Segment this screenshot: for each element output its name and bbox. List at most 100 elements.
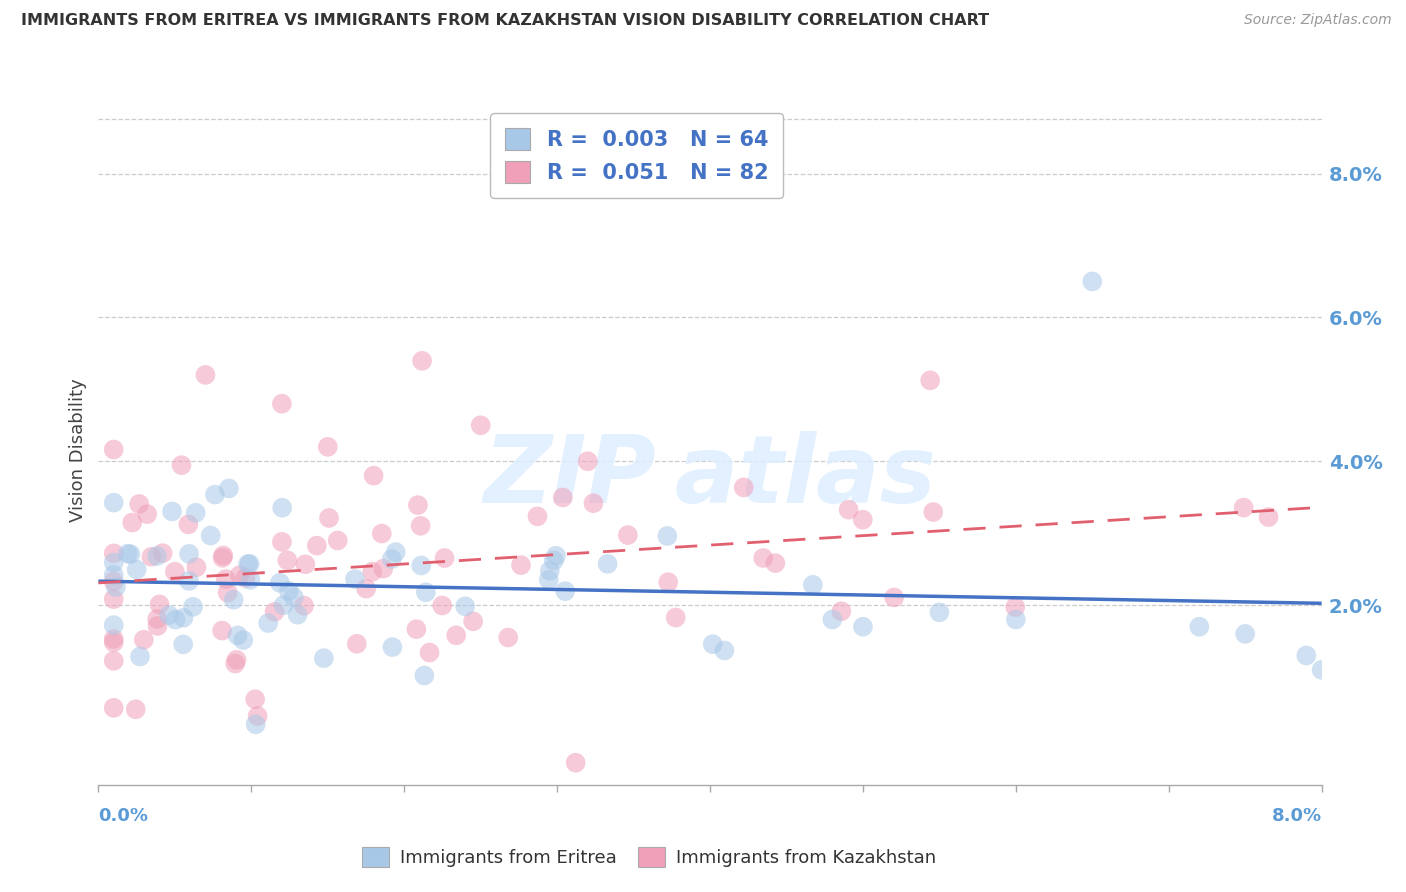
Point xyxy=(194,368,217,382)
Point xyxy=(405,622,427,636)
Point xyxy=(373,561,395,575)
Point xyxy=(287,607,309,622)
Point xyxy=(526,509,548,524)
Point xyxy=(104,580,127,594)
Point xyxy=(444,628,467,642)
Point xyxy=(415,585,437,599)
Point xyxy=(537,573,560,587)
Point xyxy=(657,529,679,543)
Point xyxy=(103,632,125,646)
Point xyxy=(212,549,235,563)
Point xyxy=(103,567,125,582)
Point xyxy=(343,572,366,586)
Point xyxy=(576,454,599,468)
Point xyxy=(184,506,207,520)
Point xyxy=(371,526,394,541)
Text: 0.0%: 0.0% xyxy=(98,807,149,825)
Point xyxy=(103,556,125,570)
Point xyxy=(318,511,340,525)
Point xyxy=(245,717,267,731)
Point xyxy=(1004,600,1026,615)
Point xyxy=(418,646,440,660)
Point xyxy=(276,553,298,567)
Point xyxy=(218,482,240,496)
Point xyxy=(1081,274,1104,288)
Point xyxy=(160,504,183,518)
Point xyxy=(665,610,688,624)
Point xyxy=(1257,510,1279,524)
Point xyxy=(121,516,143,530)
Point xyxy=(596,557,619,571)
Point xyxy=(713,643,735,657)
Point xyxy=(103,701,125,715)
Point xyxy=(103,635,125,649)
Point xyxy=(346,637,368,651)
Point xyxy=(1004,613,1026,627)
Point xyxy=(271,500,294,515)
Point xyxy=(657,575,679,590)
Point xyxy=(236,557,259,571)
Point xyxy=(544,549,567,563)
Point xyxy=(1188,620,1211,634)
Text: 8.0%: 8.0% xyxy=(1271,807,1322,825)
Point xyxy=(852,620,875,634)
Point xyxy=(128,497,150,511)
Point xyxy=(222,592,245,607)
Point xyxy=(413,668,436,682)
Point xyxy=(181,599,204,614)
Point xyxy=(920,373,942,387)
Point xyxy=(152,546,174,560)
Point xyxy=(146,612,169,626)
Point xyxy=(1310,663,1333,677)
Point xyxy=(103,546,125,560)
Point xyxy=(551,491,574,505)
Point xyxy=(733,480,755,494)
Point xyxy=(312,651,335,665)
Point xyxy=(103,495,125,509)
Point xyxy=(273,598,295,612)
Point xyxy=(204,487,226,501)
Text: IMMIGRANTS FROM ERITREA VS IMMIGRANTS FROM KAZAKHSTAN VISION DISABILITY CORRELAT: IMMIGRANTS FROM ERITREA VS IMMIGRANTS FR… xyxy=(21,13,990,29)
Point xyxy=(217,585,239,599)
Point xyxy=(271,534,294,549)
Point xyxy=(177,547,200,561)
Point xyxy=(277,584,299,599)
Point xyxy=(496,631,519,645)
Point xyxy=(141,549,163,564)
Point xyxy=(411,354,433,368)
Point xyxy=(384,545,406,559)
Point xyxy=(125,562,148,576)
Point xyxy=(163,565,186,579)
Point xyxy=(186,560,208,574)
Point xyxy=(361,565,384,579)
Point xyxy=(294,558,316,572)
Point xyxy=(554,584,576,599)
Point xyxy=(409,518,432,533)
Point xyxy=(470,418,492,433)
Point xyxy=(215,572,238,586)
Point xyxy=(292,599,315,613)
Point xyxy=(103,442,125,457)
Point xyxy=(838,502,860,516)
Point xyxy=(821,613,844,627)
Point xyxy=(1233,500,1256,515)
Point xyxy=(157,608,180,623)
Point xyxy=(1295,648,1317,663)
Y-axis label: Vision Disability: Vision Disability xyxy=(69,378,87,523)
Point xyxy=(363,468,385,483)
Point xyxy=(381,640,404,654)
Point xyxy=(763,556,786,570)
Point xyxy=(326,533,349,548)
Point xyxy=(103,592,125,607)
Point xyxy=(225,653,247,667)
Point xyxy=(117,547,139,561)
Point xyxy=(177,574,200,588)
Point xyxy=(582,496,605,510)
Point xyxy=(103,574,125,589)
Point xyxy=(132,632,155,647)
Point xyxy=(510,558,533,573)
Point xyxy=(305,539,328,553)
Text: ZIP atlas: ZIP atlas xyxy=(484,431,936,524)
Point xyxy=(232,633,254,648)
Point xyxy=(235,571,257,585)
